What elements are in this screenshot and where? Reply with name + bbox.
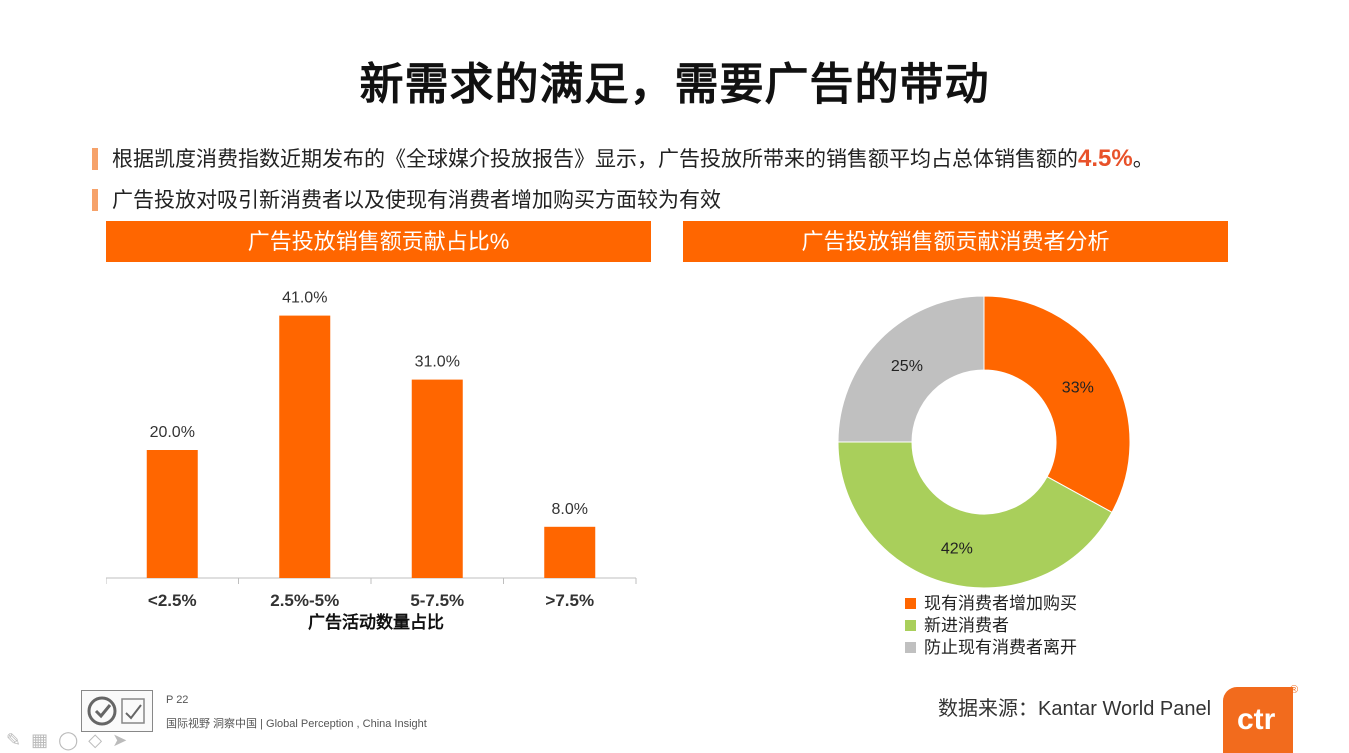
bar-data-label: 8.0% (552, 501, 588, 518)
bullet-marker (92, 148, 98, 170)
legend-swatch (905, 598, 916, 609)
legend-swatch (905, 642, 916, 653)
legend-item: 现有消费者增加购买 (905, 593, 1077, 615)
bar (411, 379, 463, 578)
donut-slice (837, 441, 1113, 589)
highlighter-icon[interactable]: ◇ (88, 730, 113, 750)
legend-label: 现有消费者增加购买 (924, 594, 1077, 613)
bar-chart-header: 广告投放销售额贡献占比% (106, 221, 651, 262)
slice-data-label: 25% (891, 358, 923, 375)
pie-legend: 现有消费者增加购买 新进消费者 防止现有消费者离开 (905, 593, 1077, 659)
bullet-1-suffix: 。 (1132, 148, 1154, 171)
x-tick-label: <2.5% (148, 591, 197, 610)
bullet-1-text: 根据凯度消费指数近期发布的《全球媒介投放报告》显示，广告投放所带来的销售额平均占… (112, 148, 1078, 171)
pointer-icon[interactable]: ➤ (112, 730, 138, 750)
bullet-marker (92, 189, 98, 211)
sgs-badge-icon (87, 696, 145, 726)
page-title: 新需求的满足，需要广告的带动 (359, 60, 990, 109)
footer-slogan: 国际视野 洞察中国 | Global Perception , China In… (166, 718, 427, 730)
registered-mark: ® (1290, 684, 1299, 696)
bullet-2-text: 广告投放对吸引新消费者以及使现有消费者增加购买方面较为有效 (112, 189, 721, 212)
bar (279, 315, 331, 578)
x-tick-label: 5-7.5% (410, 591, 464, 610)
ctr-logo: ctr (1223, 687, 1293, 753)
bar-data-label: 20.0% (150, 424, 195, 441)
page-number: P 22 (166, 694, 189, 706)
pie-chart-header: 广告投放销售额贡献消费者分析 (683, 221, 1228, 262)
legend-swatch (905, 620, 916, 631)
slice-data-label: 33% (1062, 380, 1094, 397)
bar (544, 526, 596, 578)
slide-toolbar: ✎▦◯◇➤ (6, 730, 137, 751)
legend-label: 新进消费者 (924, 616, 1009, 635)
bullet-1-highlight: 4.5% (1078, 145, 1133, 172)
donut-chart: 33% 42% 25% (837, 295, 1131, 589)
pen-icon[interactable]: ✎ (6, 730, 32, 750)
grid-icon[interactable]: ▦ (31, 730, 59, 750)
donut-slice (983, 295, 1131, 514)
bar-data-label: 31.0% (415, 354, 460, 371)
eraser-icon[interactable]: ◯ (58, 730, 89, 750)
bullet-2: 广告投放对吸引新消费者以及使现有消费者增加购买方面较为有效 (92, 184, 721, 214)
x-axis-title: 广告活动数量占比 (308, 612, 444, 632)
legend-item: 防止现有消费者离开 (905, 637, 1077, 659)
donut-slice (837, 295, 985, 443)
bullet-1: 根据凯度消费指数近期发布的《全球媒介投放报告》显示，广告投放所带来的销售额平均占… (92, 143, 1154, 173)
bar-data-label: 41.0% (282, 290, 327, 307)
certification-logo (81, 690, 153, 732)
bar (146, 450, 198, 578)
legend-item: 新进消费者 (905, 615, 1077, 637)
x-tick-label: >7.5% (545, 591, 594, 610)
slice-data-label: 42% (941, 541, 973, 558)
x-tick-label: 2.5%-5% (270, 591, 339, 610)
legend-label: 防止现有消费者离开 (924, 638, 1077, 657)
bar-chart: 20.0% <2.5% 41.0% 2.5%-5% 31.0% 5-7.5% 8.0% >7.… (106, 290, 637, 632)
data-source: 数据来源：Kantar World Panel (938, 698, 1212, 720)
